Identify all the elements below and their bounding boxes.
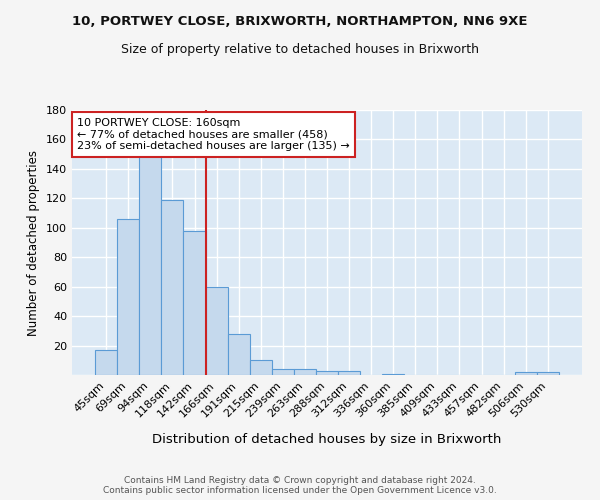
Bar xyxy=(272,369,294,375)
Bar xyxy=(537,372,559,375)
Bar xyxy=(139,154,161,375)
Bar xyxy=(250,360,272,375)
Bar xyxy=(294,369,316,375)
Bar xyxy=(227,334,250,375)
Bar xyxy=(184,230,206,375)
Text: Distribution of detached houses by size in Brixworth: Distribution of detached houses by size … xyxy=(152,432,502,446)
Bar xyxy=(382,374,404,375)
Bar xyxy=(95,350,117,375)
Bar xyxy=(515,372,537,375)
Bar xyxy=(161,200,184,375)
Bar xyxy=(206,286,227,375)
Text: 10 PORTWEY CLOSE: 160sqm
← 77% of detached houses are smaller (458)
23% of semi-: 10 PORTWEY CLOSE: 160sqm ← 77% of detach… xyxy=(77,118,350,151)
Text: Contains HM Land Registry data © Crown copyright and database right 2024.
Contai: Contains HM Land Registry data © Crown c… xyxy=(103,476,497,495)
Text: 10, PORTWEY CLOSE, BRIXWORTH, NORTHAMPTON, NN6 9XE: 10, PORTWEY CLOSE, BRIXWORTH, NORTHAMPTO… xyxy=(72,15,528,28)
Text: Size of property relative to detached houses in Brixworth: Size of property relative to detached ho… xyxy=(121,42,479,56)
Bar xyxy=(316,370,338,375)
Bar xyxy=(117,219,139,375)
Y-axis label: Number of detached properties: Number of detached properties xyxy=(28,150,40,336)
Bar xyxy=(338,370,360,375)
